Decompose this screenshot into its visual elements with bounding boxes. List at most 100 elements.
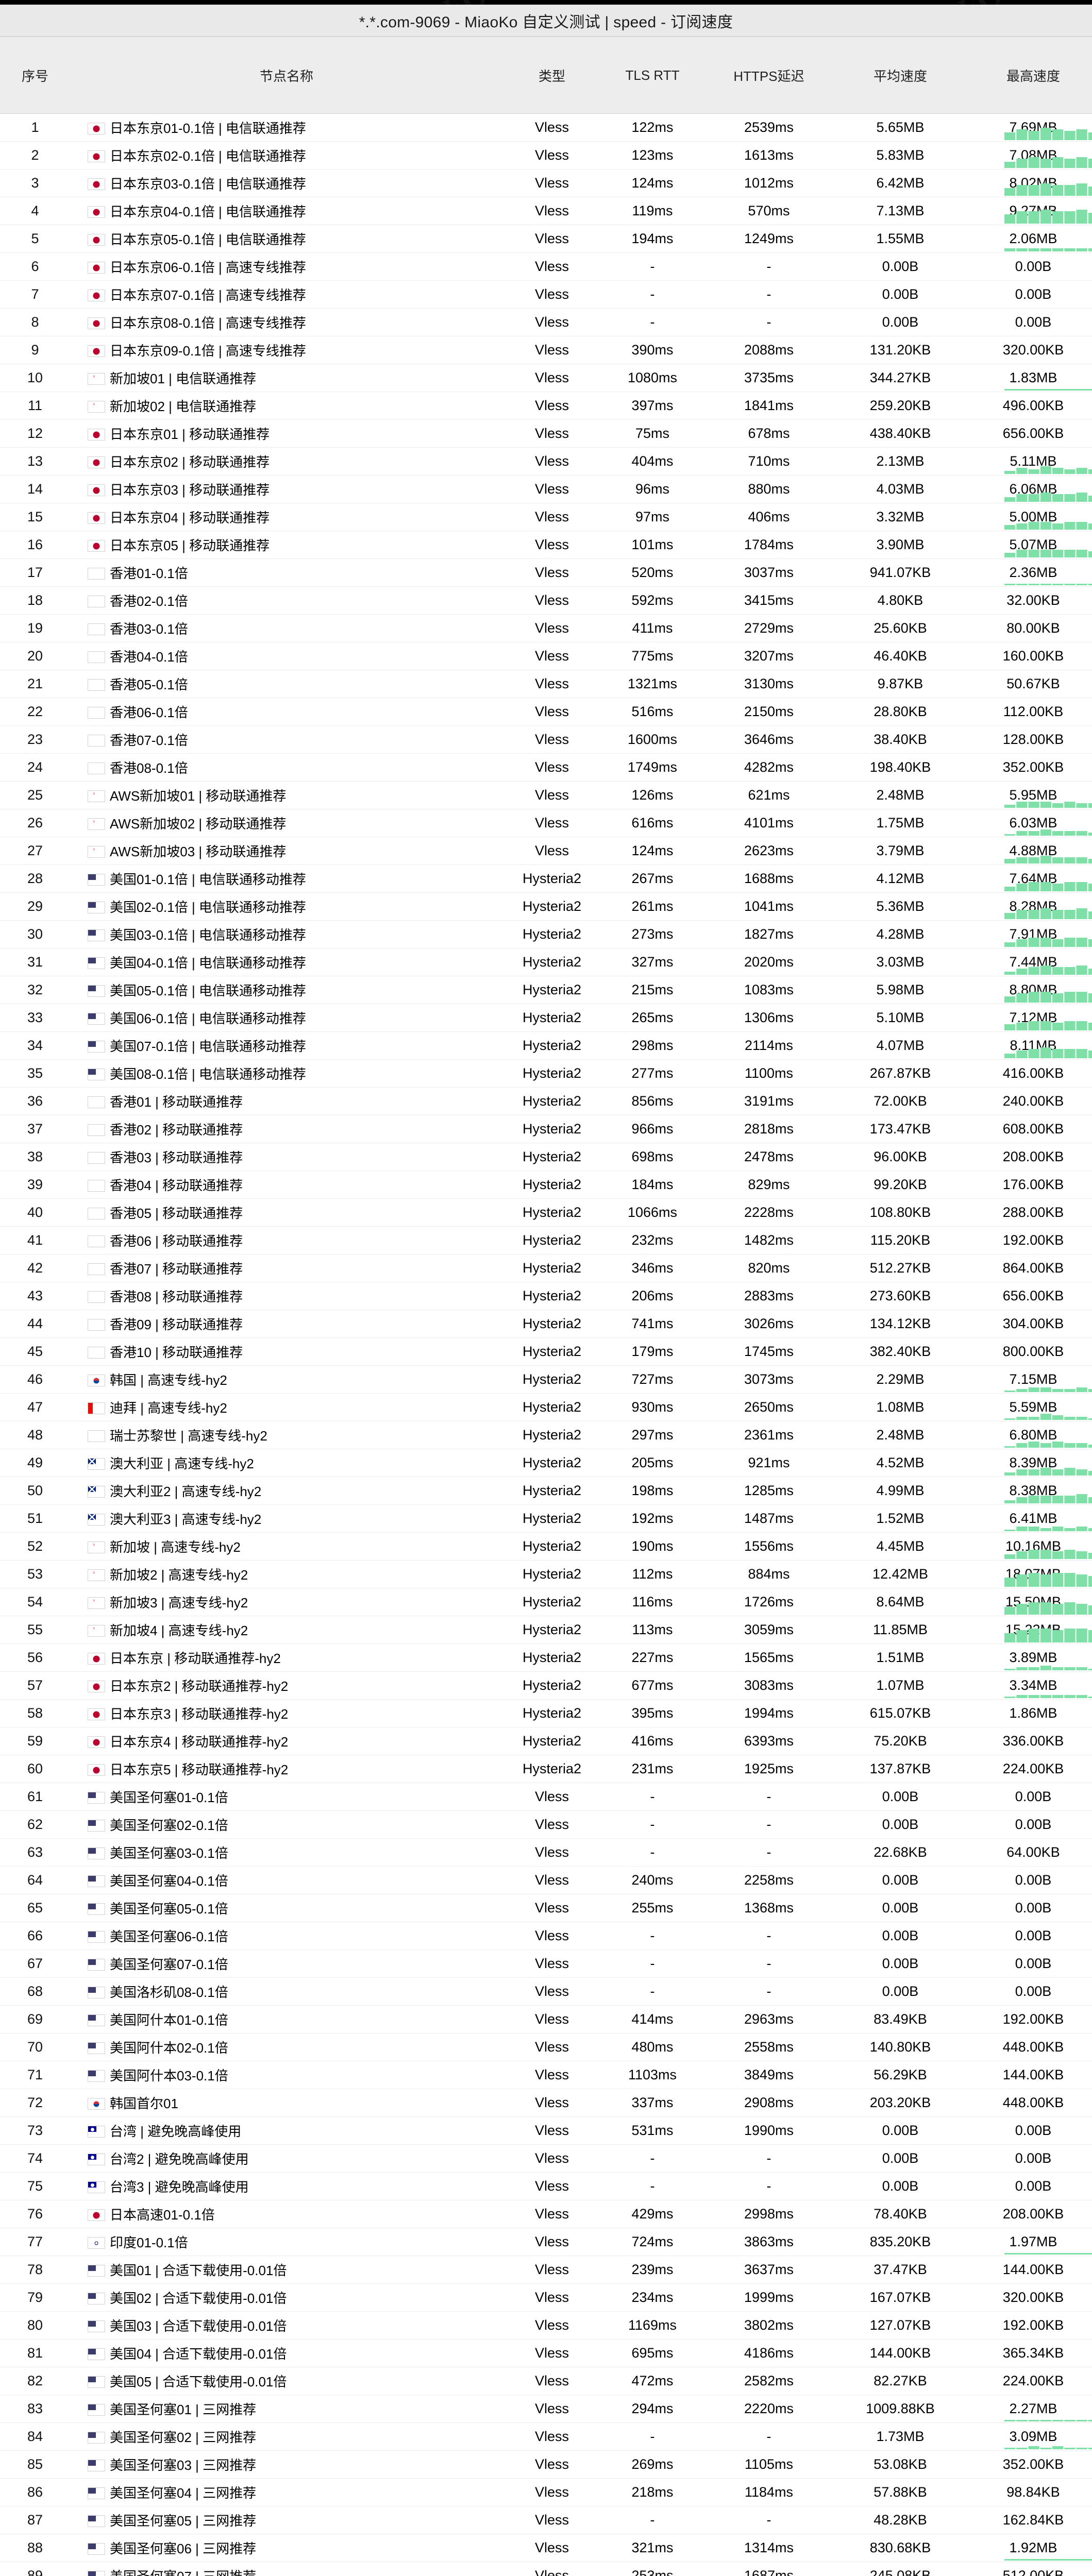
table-row[interactable]: 84 美国圣何塞02 | 三网推荐 Vless - -1.73MB 3.09MB bbox=[0, 2422, 1092, 2451]
table-row[interactable]: 22 香港06-0.1倍 Vless516ms2150ms28.80KB112.00… bbox=[0, 698, 1092, 726]
col-header-avg-speed[interactable]: 平均速度 bbox=[834, 37, 967, 114]
table-row[interactable]: 20 香港04-0.1倍 Vless775ms3207ms46.40KB160.00… bbox=[0, 642, 1092, 670]
table-row[interactable]: 7 日本东京07-0.1倍 | 高速专线推荐 Vless - -0.00B 0.00B bbox=[0, 280, 1092, 309]
table-row[interactable]: 17 香港01-0.1倍 Vless520ms3037ms941.07KB2.36M… bbox=[0, 558, 1092, 587]
table-row[interactable]: 38 香港03 | 移动联通推荐 Hysteria2698ms2478ms96.00… bbox=[0, 1143, 1092, 1171]
table-row[interactable]: 19 香港03-0.1倍 Vless411ms2729ms25.60KB80.00K… bbox=[0, 614, 1092, 642]
table-row[interactable]: 14 日本东京03 | 移动联通推荐 Vless 96ms 880ms 4.03MB 6.0… bbox=[0, 475, 1092, 503]
table-row[interactable]: 88 美国圣何塞06 | 三网推荐 Vless 321ms 1314ms 830.68KB… bbox=[0, 2534, 1092, 2562]
table-row[interactable]: 32 美国05-0.1倍 | 电信联通移动推荐 Hysteria2 215ms 1083… bbox=[0, 976, 1092, 1004]
table-row[interactable]: 74 台湾2 | 避免晚高峰使用 Vless - -0.00B 0.00B bbox=[0, 2144, 1092, 2173]
table-row[interactable]: 5 日本东京05-0.1倍 | 电信联通推荐 Vless 194ms 1249ms 1.5… bbox=[0, 225, 1092, 253]
table-row[interactable]: 76 日本高速01-0.1倍 Vless 429ms 2998ms 78.40KB 208.… bbox=[0, 2200, 1092, 2228]
table-row[interactable]: 73 台湾 | 避免晚高峰使用 Vless 531ms 1990ms 0.00B 0.00B bbox=[0, 2116, 1092, 2145]
table-row[interactable]: 25 AWS新加坡01 | 移动联通推荐 Vless 126ms 621ms 2.48MB… bbox=[0, 781, 1092, 809]
table-row[interactable]: 33 美国06-0.1倍 | 电信联通移动推荐 Hysteria2 265ms 1306… bbox=[0, 1004, 1092, 1032]
table-row[interactable]: 72 韩国首尔01 Vless 337ms 2908ms 203.20KB 448.00KB bbox=[0, 2089, 1092, 2117]
table-row[interactable]: 39 香港04 | 移动联通推荐 Hysteria2184ms829ms99.20K… bbox=[0, 1171, 1092, 1199]
table-row[interactable]: 47 迪拜 | 高速专线-hy2 Hysteria2 930ms 2650ms 1.08M… bbox=[0, 1393, 1092, 1421]
table-row[interactable]: 16 日本东京05 | 移动联通推荐 Vless 101ms 1784ms 3.90MB 5… bbox=[0, 531, 1092, 559]
table-row[interactable]: 62 美国圣何塞02-0.1倍 Vless - -0.00B 0.00B bbox=[0, 1810, 1092, 1839]
table-row[interactable]: 11 新加坡02 | 电信联通推荐 Vless 397ms 1841ms 259.20KB… bbox=[0, 392, 1092, 420]
table-row[interactable]: 87 美国圣何塞05 | 三网推荐 Vless - -48.28KB 162.84KB bbox=[0, 2506, 1092, 2534]
table-row[interactable]: 52 新加坡 | 高速专线-hy2 Hysteria2 190ms 1556ms 4.45… bbox=[0, 1532, 1092, 1561]
table-row[interactable]: 61 美国圣何塞01-0.1倍 Vless - -0.00B 0.00B bbox=[0, 1783, 1092, 1811]
table-row[interactable]: 46 韩国 | 高速专线-hy2 Hysteria2 727ms 3073ms 2.29M… bbox=[0, 1365, 1092, 1394]
table-row[interactable]: 40 香港05 | 移动联通推荐 Hysteria21066ms2228ms108.… bbox=[0, 1198, 1092, 1227]
table-row[interactable]: 70 美国阿什本02-0.1倍 Vless 480ms 2558ms 140.80KB 44… bbox=[0, 2033, 1092, 2061]
table-row[interactable]: 27 AWS新加坡03 | 移动联通推荐 Vless 124ms 2623ms 3.79M… bbox=[0, 837, 1092, 865]
table-row[interactable]: 24 香港08-0.1倍 Vless1749ms4282ms198.40KB352.… bbox=[0, 753, 1092, 782]
table-row[interactable]: 63 美国圣何塞03-0.1倍 Vless - -22.68KB 64.00KB bbox=[0, 1838, 1092, 1867]
table-row[interactable]: 35 美国08-0.1倍 | 电信联通移动推荐 Hysteria2 277ms 1100… bbox=[0, 1059, 1092, 1088]
table-row[interactable]: 10 新加坡01 | 电信联通推荐 Vless 1080ms 3735ms 344.27K… bbox=[0, 364, 1092, 392]
table-row[interactable]: 36 香港01 | 移动联通推荐 Hysteria2856ms3191ms72.00… bbox=[0, 1087, 1092, 1115]
table-row[interactable]: 43 香港08 | 移动联通推荐 Hysteria2206ms2883ms273.6… bbox=[0, 1282, 1092, 1310]
table-row[interactable]: 21 香港05-0.1倍 Vless1321ms3130ms9.87KB50.67K… bbox=[0, 670, 1092, 698]
table-row[interactable]: 65 美国圣何塞05-0.1倍 Vless 255ms 1368ms 0.00B 0.00B bbox=[0, 1894, 1092, 1922]
table-row[interactable]: 51 澳大利亚3 | 高速专线-hy2 Hysteria2192ms1487ms1.… bbox=[0, 1504, 1092, 1533]
table-row[interactable]: 45 香港10 | 移动联通推荐 Hysteria2179ms1745ms382.4… bbox=[0, 1337, 1092, 1366]
table-row[interactable]: 30 美国03-0.1倍 | 电信联通移动推荐 Hysteria2 273ms 1827… bbox=[0, 920, 1092, 948]
table-row[interactable]: 75 台湾3 | 避免晚高峰使用 Vless - -0.00B 0.00B bbox=[0, 2172, 1092, 2200]
table-row[interactable]: 89 美国圣何塞07 | 三网推荐 Vless253ms1687ms245.08KB… bbox=[0, 2562, 1092, 2576]
col-header-tls-rtt[interactable]: TLS RTT bbox=[601, 37, 704, 114]
table-row[interactable]: 6 日本东京06-0.1倍 | 高速专线推荐 Vless - -0.00B 0.00B bbox=[0, 252, 1092, 281]
table-row[interactable]: 29 美国02-0.1倍 | 电信联通移动推荐 Hysteria2 261ms 1041… bbox=[0, 892, 1092, 921]
table-row[interactable]: 83 美国圣何塞01 | 三网推荐 Vless 294ms 2220ms 1009.88K… bbox=[0, 2395, 1092, 2423]
table-row[interactable]: 2 日本东京02-0.1倍 | 电信联通推荐 Vless 123ms 1613ms 5.8… bbox=[0, 141, 1092, 170]
table-row[interactable]: 67 美国圣何塞07-0.1倍 Vless - -0.00B 0.00B bbox=[0, 1950, 1092, 1978]
avg-speed-cell: 83.49KB bbox=[834, 2005, 967, 2033]
col-header-node-name[interactable]: 节点名称 bbox=[70, 37, 503, 114]
table-row[interactable]: 9 日本东京09-0.1倍 | 高速专线推荐 Vless 390ms 2088ms 131… bbox=[0, 336, 1092, 364]
table-row[interactable]: 12 日本东京01 | 移动联通推荐 Vless 75ms 678ms 438.40KB 6… bbox=[0, 419, 1092, 448]
table-row[interactable]: 66 美国圣何塞06-0.1倍 Vless - -0.00B 0.00B bbox=[0, 1922, 1092, 1950]
table-row[interactable]: 13 日本东京02 | 移动联通推荐 Vless 404ms 710ms 2.13MB 5.… bbox=[0, 447, 1092, 476]
col-header-https-latency[interactable]: HTTPS延迟 bbox=[704, 37, 834, 114]
table-row[interactable]: 58 日本东京3 | 移动联通推荐-hy2 Hysteria2 395ms 1994ms… bbox=[0, 1699, 1092, 1727]
col-header-index[interactable]: 序号 bbox=[0, 37, 70, 114]
col-header-type[interactable]: 类型 bbox=[503, 37, 601, 114]
table-row[interactable]: 79 美国02 | 合适下载使用-0.01倍 Vless 234ms 1999ms 167… bbox=[0, 2283, 1092, 2312]
table-row[interactable]: 82 美国05 | 合适下载使用-0.01倍 Vless 472ms 2582ms 82.… bbox=[0, 2367, 1092, 2395]
table-row[interactable]: 28 美国01-0.1倍 | 电信联通移动推荐 Hysteria2 267ms 1688… bbox=[0, 865, 1092, 893]
table-row[interactable]: 85 美国圣何塞03 | 三网推荐 Vless 269ms 1105ms 53.08KB 3… bbox=[0, 2450, 1092, 2479]
table-row[interactable]: 15 日本东京04 | 移动联通推荐 Vless 97ms 406ms 3.32MB 5.0… bbox=[0, 503, 1092, 531]
table-row[interactable]: 8 日本东京08-0.1倍 | 高速专线推荐 Vless - -0.00B 0.00B bbox=[0, 308, 1092, 336]
table-row[interactable]: 86 美国圣何塞04 | 三网推荐 Vless 218ms 1184ms 57.88KB 9… bbox=[0, 2478, 1092, 2506]
table-row[interactable]: 68 美国洛杉矶08-0.1倍 Vless - -0.00B 0.00B bbox=[0, 1977, 1092, 2006]
table-row[interactable]: 34 美国07-0.1倍 | 电信联通移动推荐 Hysteria2 298ms 2114… bbox=[0, 1031, 1092, 1060]
table-row[interactable]: 44 香港09 | 移动联通推荐 Hysteria2741ms3026ms134.1… bbox=[0, 1310, 1092, 1338]
table-row[interactable]: 78 美国01 | 合适下载使用-0.01倍 Vless 239ms 3637ms 37.… bbox=[0, 2256, 1092, 2284]
table-row[interactable]: 1 日本东京01-0.1倍 | 电信联通推荐 Vless 122ms 2539ms 5.6… bbox=[0, 113, 1092, 142]
table-row[interactable]: 69 美国阿什本01-0.1倍 Vless 414ms 2963ms 83.49KB 192… bbox=[0, 2005, 1092, 2033]
table-row[interactable]: 26 AWS新加坡02 | 移动联通推荐 Vless 616ms 4101ms 1.75M… bbox=[0, 809, 1092, 837]
row-index: 73 bbox=[0, 2116, 70, 2145]
table-row[interactable]: 71 美国阿什本03-0.1倍 Vless 1103ms 3849ms 56.29KB 14… bbox=[0, 2061, 1092, 2089]
table-row[interactable]: 55 新加坡4 | 高速专线-hy2 Hysteria2 113ms 3059ms 11.… bbox=[0, 1616, 1092, 1644]
table-row[interactable]: 3 日本东京03-0.1倍 | 电信联通推荐 Vless 124ms 1012ms 6.4… bbox=[0, 169, 1092, 197]
table-row[interactable]: 31 美国04-0.1倍 | 电信联通移动推荐 Hysteria2 327ms 2020… bbox=[0, 948, 1092, 976]
node-name-cell: 香港05 | 移动联通推荐 bbox=[70, 1198, 503, 1227]
table-row[interactable]: 64 美国圣何塞04-0.1倍 Vless 240ms 2258ms 0.00B 0.00B bbox=[0, 1866, 1092, 1894]
table-row[interactable]: 81 美国04 | 合适下载使用-0.01倍 Vless 695ms 4186ms 144… bbox=[0, 2339, 1092, 2367]
table-row[interactable]: 57 日本东京2 | 移动联通推荐-hy2 Hysteria2 677ms 3083ms… bbox=[0, 1671, 1092, 1700]
table-row[interactable]: 49 澳大利亚 | 高速专线-hy2 Hysteria2205ms921ms4.52… bbox=[0, 1449, 1092, 1477]
table-row[interactable]: 60 日本东京5 | 移动联通推荐-hy2 Hysteria2 231ms 1925ms… bbox=[0, 1755, 1092, 1783]
table-row[interactable]: 41 香港06 | 移动联通推荐 Hysteria2232ms1482ms115.2… bbox=[0, 1226, 1092, 1255]
table-row[interactable]: 23 香港07-0.1倍 Vless1600ms3646ms38.40KB128.0… bbox=[0, 725, 1092, 754]
table-row[interactable]: 37 香港02 | 移动联通推荐 Hysteria2966ms2818ms173.4… bbox=[0, 1115, 1092, 1143]
table-row[interactable]: 53 新加坡2 | 高速专线-hy2 Hysteria2 112ms 884ms 12.4… bbox=[0, 1560, 1092, 1588]
table-row[interactable]: 4 日本东京04-0.1倍 | 电信联通推荐 Vless 119ms 570ms 7.13… bbox=[0, 197, 1092, 225]
table-row[interactable]: 80 美国03 | 合适下载使用-0.01倍 Vless 1169ms 3802ms 12… bbox=[0, 2311, 1092, 2340]
table-row[interactable]: 42 香港07 | 移动联通推荐 Hysteria2346ms820ms512.27… bbox=[0, 1254, 1092, 1282]
table-row[interactable]: 54 新加坡3 | 高速专线-hy2 Hysteria2 116ms 1726ms 8.6… bbox=[0, 1588, 1092, 1616]
table-row[interactable]: 59 日本东京4 | 移动联通推荐-hy2 Hysteria2 416ms 6393ms… bbox=[0, 1727, 1092, 1755]
col-header-max-speed[interactable]: 最高速度 bbox=[967, 37, 1092, 114]
table-row[interactable]: 50 澳大利亚2 | 高速专线-hy2 Hysteria2198ms1285ms4.… bbox=[0, 1477, 1092, 1505]
max-speed-cell: 496.00KB bbox=[967, 392, 1092, 420]
table-row[interactable]: 77 印度01-0.1倍 Vless 724ms 3863ms 835.20KB 1.97M… bbox=[0, 2228, 1092, 2256]
table-row[interactable]: 48 瑞士苏黎世 | 高速专线-hy2 Hysteria2 297ms 2361ms 2.… bbox=[0, 1421, 1092, 1449]
table-row[interactable]: 56 日本东京 | 移动联通推荐-hy2 Hysteria2 227ms 1565ms 1… bbox=[0, 1643, 1092, 1672]
